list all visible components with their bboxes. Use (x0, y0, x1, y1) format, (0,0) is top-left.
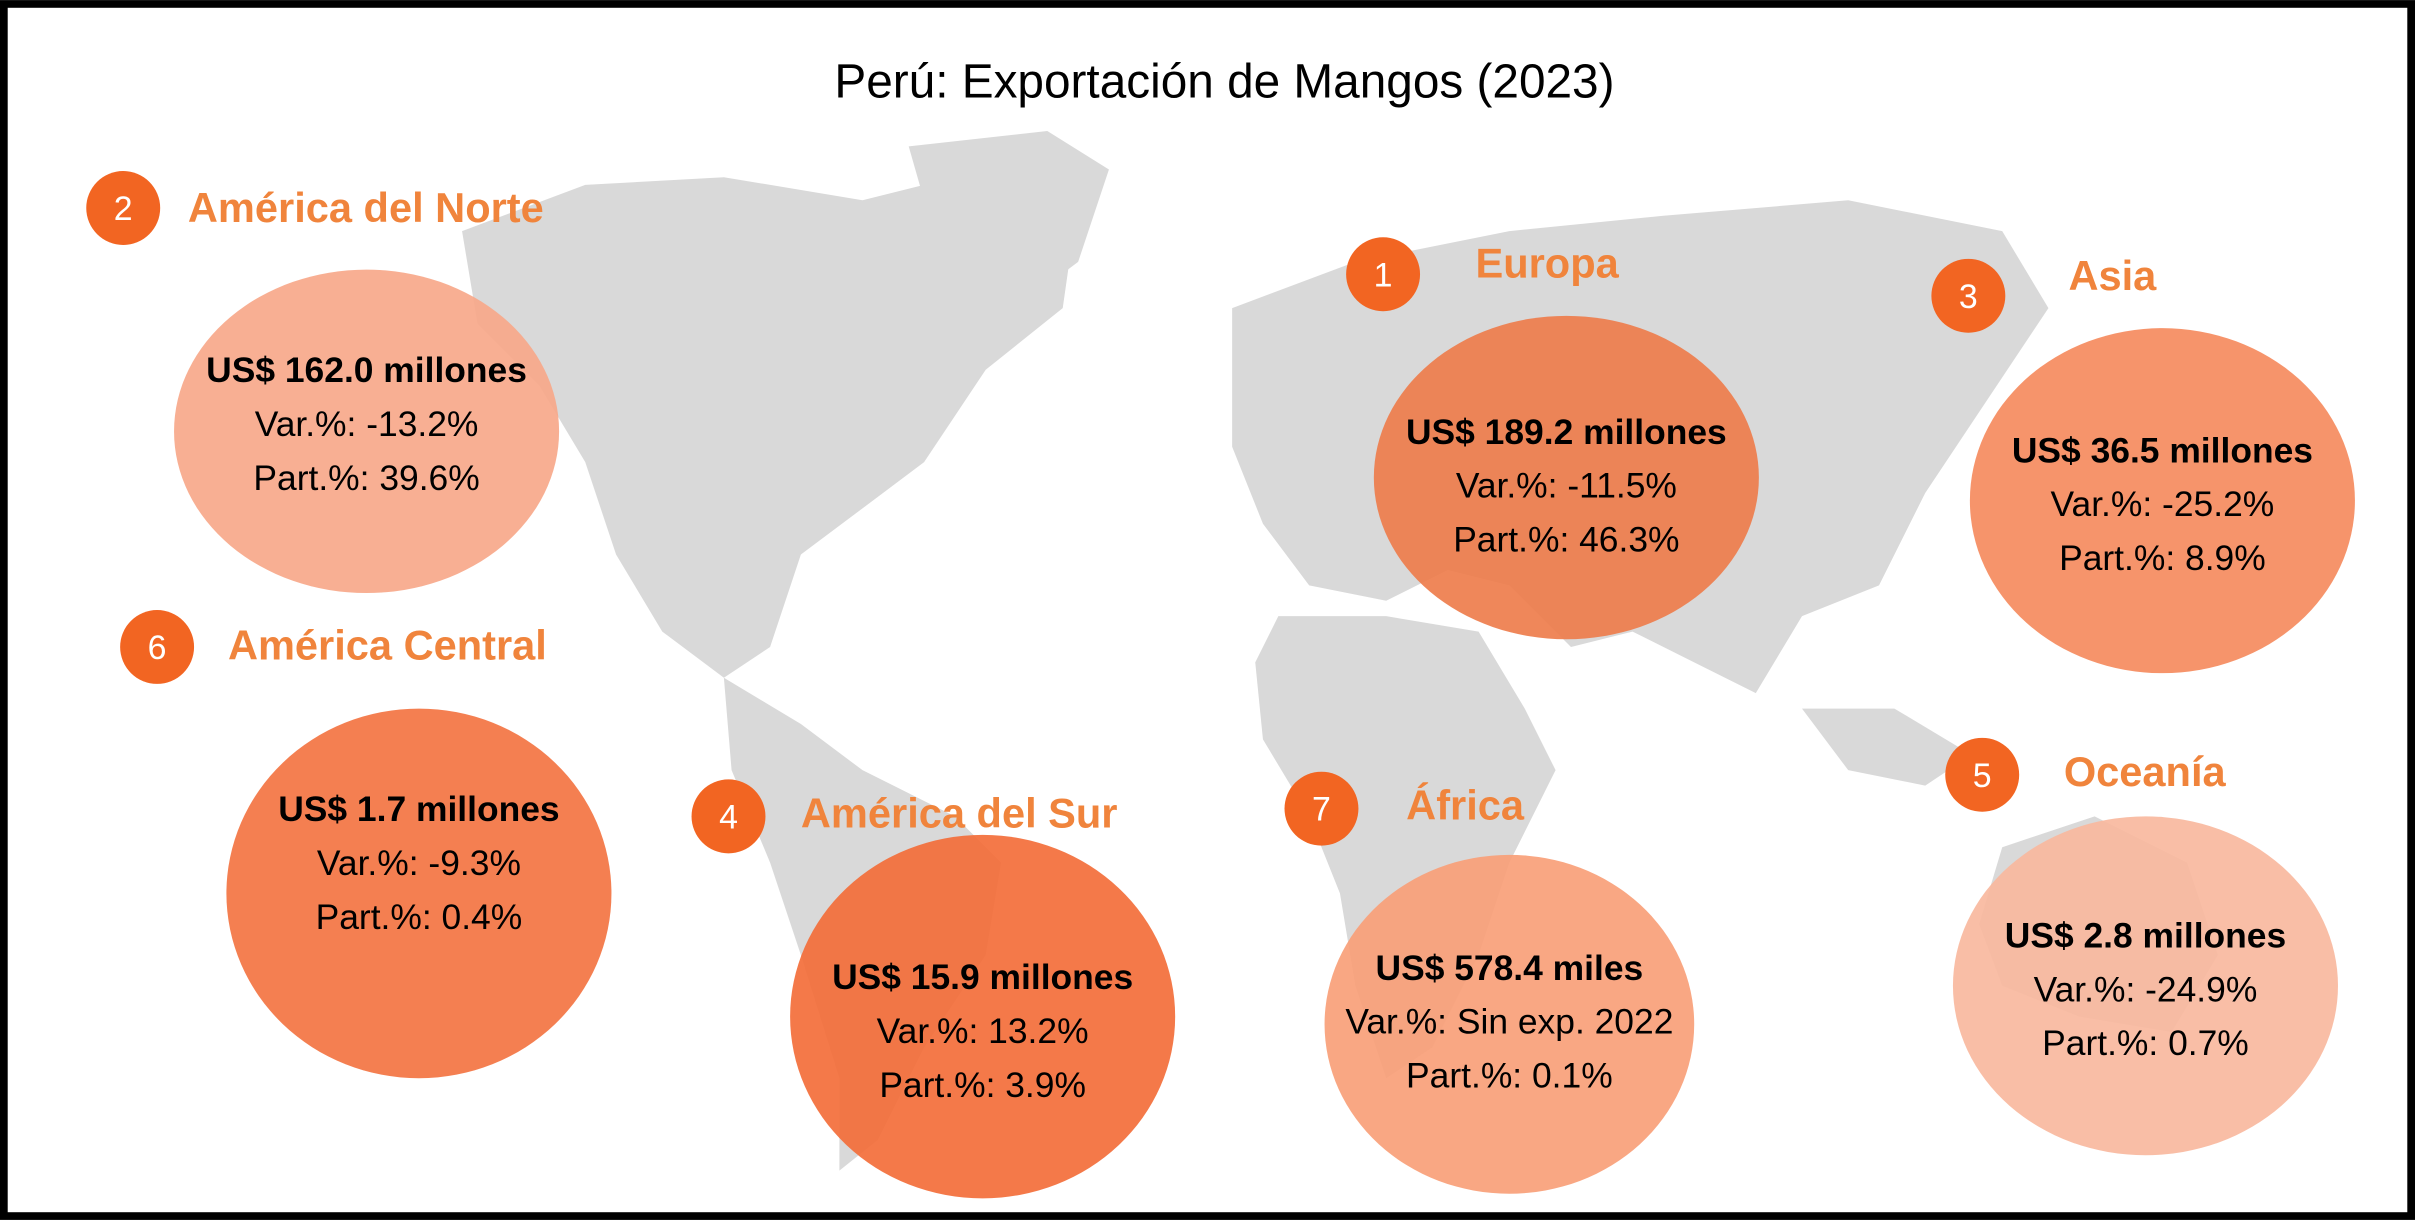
region-name: América del Norte (188, 184, 544, 231)
region-name: Oceanía (2064, 748, 2227, 795)
region-var: Var.%: 13.2% (877, 1011, 1089, 1051)
region-value: US$ 578.4 miles (1376, 948, 1644, 988)
region-name: África (1406, 782, 1525, 829)
region-part: Part.%: 3.9% (879, 1065, 1086, 1105)
region-value: US$ 2.8 millones (2005, 915, 2286, 955)
region-var: Var.%: -24.9% (2034, 969, 2258, 1009)
region-bubble (1324, 854, 1695, 1194)
region-name: América del Sur (801, 789, 1118, 836)
rank-badge (691, 779, 766, 854)
rank-badge (1945, 737, 2020, 812)
region-value: US$ 36.5 millones (2012, 430, 2313, 470)
region-bubble (226, 708, 612, 1079)
rank-number: 1 (1374, 256, 1393, 294)
region-value: US$ 15.9 millones (832, 957, 1133, 997)
rank-number: 2 (114, 190, 133, 228)
rank-badge (1931, 258, 2006, 333)
region-bubble (1952, 816, 2338, 1156)
rank-number: 4 (719, 798, 738, 836)
rank-badge (86, 171, 161, 245)
north-america (462, 169, 1079, 678)
region-var: Var.%: -9.3% (317, 843, 521, 883)
region-bubble (790, 834, 1176, 1199)
rank-badge (1284, 771, 1359, 846)
region-part: Part.%: 8.9% (2059, 538, 2266, 578)
rank-badge (1346, 237, 1421, 312)
region-var: Var.%: -13.2% (255, 404, 479, 444)
rank-number: 7 (1312, 791, 1331, 829)
region-bubble (174, 269, 560, 594)
africa (1255, 616, 1556, 1079)
region-part: Part.%: 0.7% (2042, 1023, 2249, 1063)
rank-number: 5 (1973, 757, 1992, 795)
rank-number: 3 (1959, 278, 1978, 316)
region-part: Part.%: 0.1% (1406, 1056, 1613, 1096)
rank-number: 6 (148, 629, 167, 667)
title: Perú: Exportación de Mangos (2023) (834, 55, 1614, 108)
region-part: Part.%: 46.3% (1453, 520, 1679, 560)
region-name: Europa (1475, 240, 1619, 287)
region-name: Asia (2068, 252, 2157, 299)
region-value: US$ 162.0 millones (206, 350, 527, 390)
region-bubble (1969, 328, 2355, 674)
region-part: Part.%: 0.4% (316, 897, 523, 937)
rank-badge (120, 610, 195, 684)
region-var: Var.%: -25.2% (2051, 484, 2275, 524)
region-part: Part.%: 39.6% (253, 458, 479, 498)
islands (1802, 708, 1972, 786)
region-value: US$ 189.2 millones (1406, 412, 1727, 452)
region-var: Var.%: -11.5% (1456, 466, 1677, 506)
region-var: Var.%: Sin exp. 2022 (1345, 1002, 1673, 1042)
greenland (908, 131, 1109, 309)
region-value: US$ 1.7 millones (278, 789, 559, 829)
region-bubble (1373, 315, 1759, 640)
region-name: América Central (228, 621, 547, 668)
